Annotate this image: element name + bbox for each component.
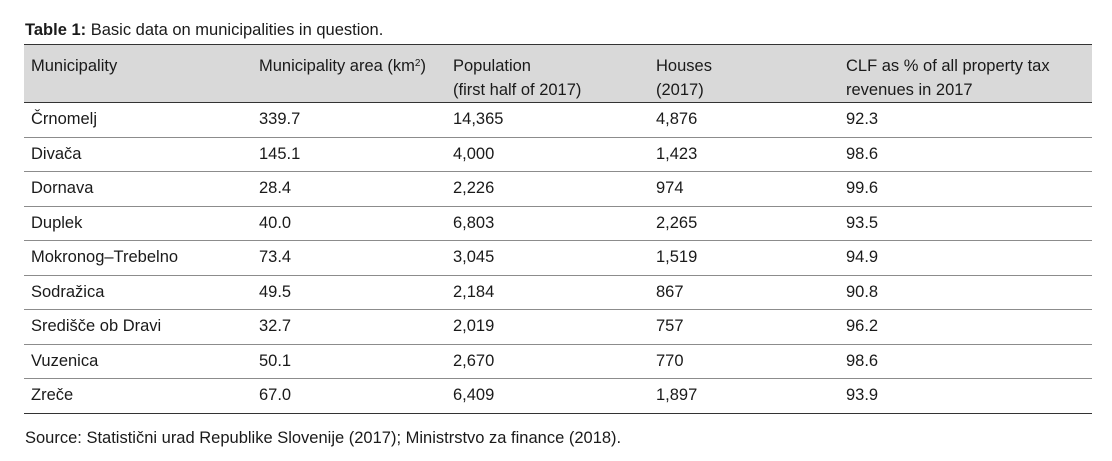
cell-population: 2,019 bbox=[446, 309, 649, 345]
table-row: Zreče 67.0 6,409 1,897 93.9 bbox=[24, 378, 1092, 414]
cell-clf: 93.5 bbox=[839, 206, 1092, 241]
cell-municipality: Duplek bbox=[24, 206, 252, 241]
header-line1: Municipality bbox=[31, 57, 118, 75]
cell-houses: 1,897 bbox=[649, 378, 839, 414]
table-row: Središče ob Dravi 32.7 2,019 757 96.2 bbox=[24, 309, 1092, 345]
cell-municipality: Središče ob Dravi bbox=[24, 309, 252, 345]
cell-population: 6,803 bbox=[446, 206, 649, 241]
table-row: Divača 145.1 4,000 1,423 98.6 bbox=[24, 137, 1092, 172]
cell-area: 339.7 bbox=[252, 102, 446, 138]
cell-municipality: Dornava bbox=[24, 171, 252, 207]
header-row: Municipality Municipality area (km2) Pop… bbox=[24, 44, 1092, 103]
cell-houses: 1,519 bbox=[649, 240, 839, 276]
cell-houses: 974 bbox=[649, 171, 839, 207]
table-row: Mokronog–Trebelno 73.4 3,045 1,519 94.9 bbox=[24, 240, 1092, 276]
data-table-container: Municipality Municipality area (km2) Pop… bbox=[24, 44, 1092, 414]
header-line1: Municipality area (km2) bbox=[259, 54, 446, 78]
cell-houses: 757 bbox=[649, 309, 839, 345]
header-area-sup: 2 bbox=[414, 58, 421, 69]
cell-area: 28.4 bbox=[252, 171, 446, 207]
table-row: Vuzenica 50.1 2,670 770 98.6 bbox=[24, 344, 1092, 379]
cell-clf: 93.9 bbox=[839, 378, 1092, 414]
cell-clf: 98.6 bbox=[839, 137, 1092, 172]
header-area-text: Municipality area (km bbox=[259, 57, 415, 75]
table-body: Črnomelj 339.7 14,365 4,876 92.3 Divača 145.1 4… bbox=[24, 102, 1092, 414]
table-row: Sodražica 49.5 2,184 867 90.8 bbox=[24, 275, 1092, 310]
cell-municipality: Zreče bbox=[24, 378, 252, 414]
caption-label: Table 1: bbox=[25, 21, 87, 39]
cell-population: 6,409 bbox=[446, 378, 649, 414]
cell-houses: 2,265 bbox=[649, 206, 839, 241]
cell-population: 2,226 bbox=[446, 171, 649, 207]
municipalities-table: Municipality Municipality area (km2) Pop… bbox=[24, 44, 1092, 414]
header-houses: Houses (2017) bbox=[649, 44, 839, 103]
header-line2: revenues in 2017 bbox=[846, 81, 973, 99]
cell-municipality: Sodražica bbox=[24, 275, 252, 310]
table-header: Municipality Municipality area (km2) Pop… bbox=[24, 44, 1092, 103]
header-line1: CLF as % of all property tax bbox=[846, 57, 1050, 75]
cell-clf: 98.6 bbox=[839, 344, 1092, 379]
cell-municipality: Mokronog–Trebelno bbox=[24, 240, 252, 276]
cell-population: 2,670 bbox=[446, 344, 649, 379]
header-line2: (2017) bbox=[656, 81, 704, 99]
table-row: Dornava 28.4 2,226 974 99.6 bbox=[24, 171, 1092, 207]
cell-municipality: Vuzenica bbox=[24, 344, 252, 379]
header-area-end: ) bbox=[420, 57, 426, 75]
header-population: Population (first half of 2017) bbox=[446, 44, 649, 103]
cell-population: 4,000 bbox=[446, 137, 649, 172]
header-line2: (first half of 2017) bbox=[453, 81, 582, 99]
caption-text: Basic data on municipalities in question… bbox=[90, 21, 384, 39]
cell-area: 67.0 bbox=[252, 378, 446, 414]
cell-population: 3,045 bbox=[446, 240, 649, 276]
table-caption: Table 1: Basic data on municipalities in… bbox=[25, 19, 383, 41]
cell-houses: 770 bbox=[649, 344, 839, 379]
cell-municipality: Divača bbox=[24, 137, 252, 172]
cell-clf: 92.3 bbox=[839, 102, 1092, 138]
table-row: Duplek 40.0 6,803 2,265 93.5 bbox=[24, 206, 1092, 241]
cell-houses: 1,423 bbox=[649, 137, 839, 172]
cell-area: 40.0 bbox=[252, 206, 446, 241]
table-row: Črnomelj 339.7 14,365 4,876 92.3 bbox=[24, 102, 1092, 138]
cell-area: 32.7 bbox=[252, 309, 446, 345]
cell-population: 2,184 bbox=[446, 275, 649, 310]
cell-houses: 4,876 bbox=[649, 102, 839, 138]
header-clf: CLF as % of all property tax revenues in… bbox=[839, 44, 1092, 103]
cell-clf: 94.9 bbox=[839, 240, 1092, 276]
cell-area: 73.4 bbox=[252, 240, 446, 276]
cell-municipality: Črnomelj bbox=[24, 102, 252, 138]
header-line1: Houses bbox=[656, 57, 712, 75]
cell-area: 145.1 bbox=[252, 137, 446, 172]
source-note: Source: Statistični urad Republike Slove… bbox=[25, 429, 622, 447]
cell-area: 49.5 bbox=[252, 275, 446, 310]
header-municipality: Municipality bbox=[24, 44, 252, 103]
header-line1: Population bbox=[453, 57, 531, 75]
cell-clf: 99.6 bbox=[839, 171, 1092, 207]
cell-population: 14,365 bbox=[446, 102, 649, 138]
header-area: Municipality area (km2) bbox=[252, 44, 446, 103]
cell-area: 50.1 bbox=[252, 344, 446, 379]
cell-clf: 90.8 bbox=[839, 275, 1092, 310]
cell-clf: 96.2 bbox=[839, 309, 1092, 345]
cell-houses: 867 bbox=[649, 275, 839, 310]
